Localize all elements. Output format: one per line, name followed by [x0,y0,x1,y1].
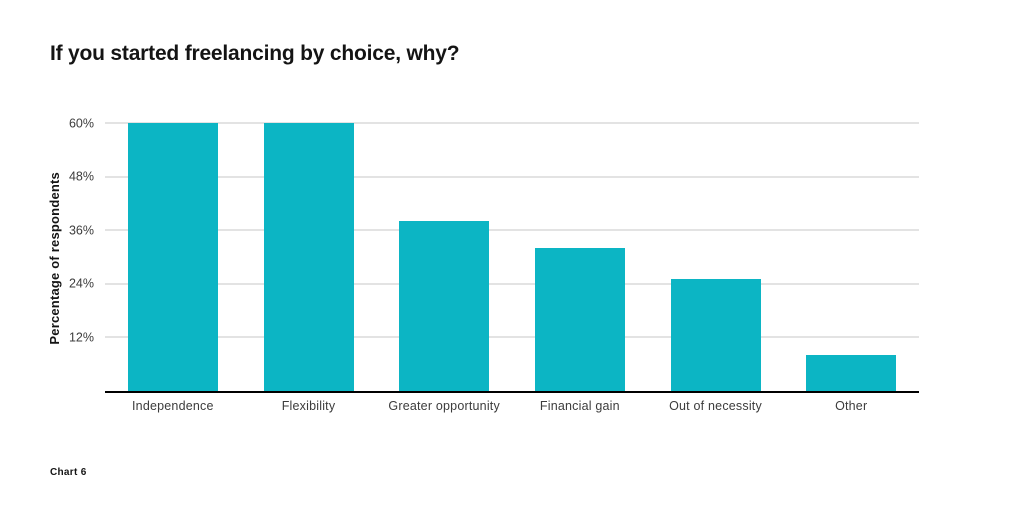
y-tick-label-36: 36% [68,222,94,237]
bar-financial-gain [534,248,625,391]
x-tick-label-other: Other [835,399,868,413]
x-tick-label-greater-opportunity: Greater opportunity [388,399,500,413]
y-tick-label-60: 60% [68,115,94,130]
bar-out-of-necessity [670,279,761,391]
bar-slot-financial-gain [512,123,648,391]
bar-slot-other [783,123,919,391]
y-tick-label-48: 48% [68,169,94,184]
y-axis-title-wrap: Percentage of respondents [44,123,64,393]
x-labels-row: Independence Flexibility Greater opportuni… [105,399,919,413]
x-tick-label-flexibility: Flexibility [281,399,336,413]
gridline-48 [105,176,919,178]
bar-slot-independence [105,123,241,391]
bars-row [105,123,919,391]
gridline-60 [105,122,919,124]
gridline-24 [105,283,919,285]
bar-slot-out-of-necessity [648,123,784,391]
gridline-12 [105,336,919,338]
plot-area: 12% 24% 36% 48% 60% [69,117,919,393]
y-axis-title: Percentage of respondents [46,171,62,345]
bar-greater-opportunity [399,221,490,391]
x-tick-label-independence: Independence [132,399,214,413]
bar-slot-greater-opportunity [376,123,512,391]
y-tick-label-12: 12% [68,330,94,345]
gridline-36 [105,229,919,231]
x-tick-label-out-of-necessity: Out of necessity [669,399,762,413]
x-tick-label-financial-gain: Financial gain [539,399,620,413]
bar-other [806,355,897,391]
chart-footnote: Chart 6 [50,467,87,478]
bar-independence [127,123,218,391]
y-tick-label-24: 24% [68,276,94,291]
bar-slot-flexibility [241,123,377,391]
chart-title: If you started freelancing by choice, wh… [50,42,460,65]
bar-flexibility [263,123,354,391]
